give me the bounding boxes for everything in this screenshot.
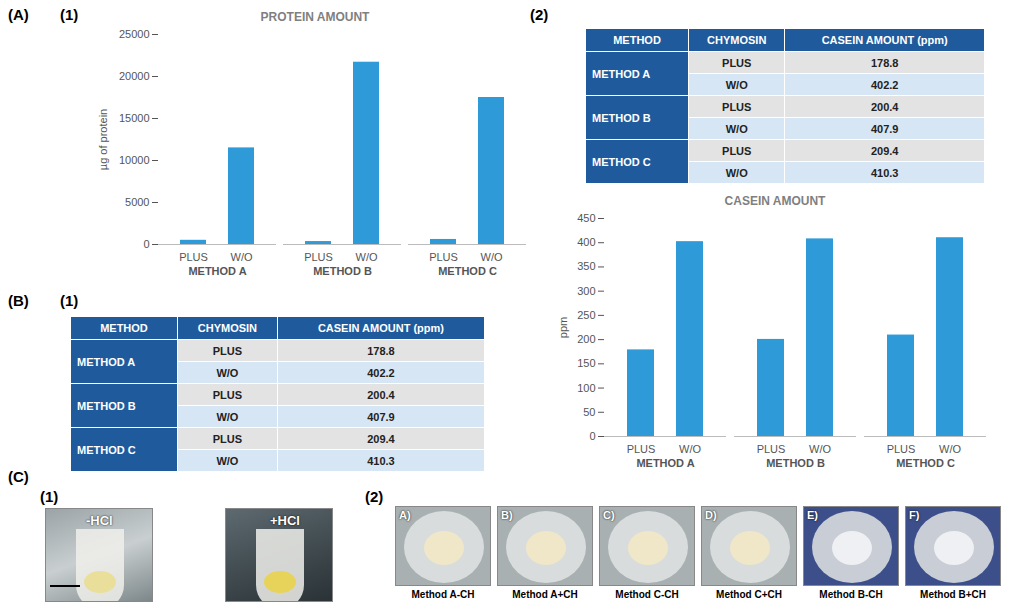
html-text:209.4: 209.4 bbox=[870, 144, 899, 157]
svg-text:300: 300 bbox=[577, 285, 595, 297]
svg-text:METHOD C: METHOD C bbox=[896, 457, 955, 469]
html-text:(1): (1) bbox=[60, 292, 79, 309]
svg-text:PLUS: PLUS bbox=[304, 251, 333, 263]
html-text:CASEIN AMOUNT: CASEIN AMOUNT bbox=[724, 194, 826, 208]
html-text:(2): (2) bbox=[365, 488, 384, 505]
html-text:METHOD A: METHOD A bbox=[592, 67, 651, 80]
svg-text:W/O: W/O bbox=[231, 251, 253, 263]
svg-text:PLUS: PLUS bbox=[887, 443, 916, 455]
svg-text:0: 0 bbox=[589, 430, 595, 442]
html-text:407.9: 407.9 bbox=[367, 410, 395, 423]
html-text:(B): (B) bbox=[8, 292, 29, 309]
html-text:Method B+CH: Method B+CH bbox=[920, 589, 986, 600]
html-text:PLUS: PLUS bbox=[722, 56, 752, 69]
html-text:402.2: 402.2 bbox=[870, 78, 899, 91]
html-text:410.3: 410.3 bbox=[367, 454, 395, 467]
svg-text:PLUS: PLUS bbox=[429, 251, 458, 263]
html-text:Method C-CH: Method C-CH bbox=[615, 589, 679, 600]
html-text:(2): (2) bbox=[530, 6, 549, 23]
html-text:Method B-CH: Method B-CH bbox=[819, 589, 883, 600]
html-text:CHYMOSIN: CHYMOSIN bbox=[197, 322, 257, 334]
html-text:C): C) bbox=[603, 509, 615, 521]
html-text:PLUS: PLUS bbox=[212, 432, 243, 445]
svg-text:350: 350 bbox=[577, 260, 595, 272]
svg-text:50: 50 bbox=[583, 406, 595, 418]
html-text:W/O: W/O bbox=[216, 410, 239, 423]
html-text:178.8: 178.8 bbox=[870, 56, 899, 69]
svg-text:25000: 25000 bbox=[119, 28, 150, 40]
html-text:METHOD: METHOD bbox=[100, 322, 148, 334]
svg-text:20000: 20000 bbox=[119, 70, 150, 82]
svg-text:W/O: W/O bbox=[939, 443, 961, 455]
svg-text:200: 200 bbox=[577, 333, 595, 345]
html-text:(C): (C) bbox=[8, 468, 29, 485]
html-text:200.4: 200.4 bbox=[870, 100, 899, 113]
svg-text:METHOD A: METHOD A bbox=[636, 457, 694, 469]
html-text:200.4: 200.4 bbox=[367, 388, 395, 401]
html-text:407.9: 407.9 bbox=[870, 122, 899, 135]
html-text:Method A+CH: Method A+CH bbox=[512, 589, 578, 600]
html-text:B): B) bbox=[501, 509, 513, 521]
html-text:F): F) bbox=[909, 509, 920, 521]
html-text:209.4: 209.4 bbox=[367, 432, 395, 445]
html-text:Method A-CH: Method A-CH bbox=[411, 589, 475, 600]
svg-text:METHOD B: METHOD B bbox=[766, 457, 825, 469]
svg-text:15000: 15000 bbox=[119, 112, 150, 124]
html-text:CHYMOSIN: CHYMOSIN bbox=[707, 34, 767, 46]
html-text:-HCl: -HCl bbox=[86, 513, 113, 528]
html-text:METHOD B: METHOD B bbox=[77, 399, 136, 412]
html-text:PLUS: PLUS bbox=[212, 388, 243, 401]
html-text:+HCl: +HCl bbox=[270, 513, 300, 528]
svg-text:PLUS: PLUS bbox=[757, 443, 786, 455]
html-text:PLUS: PLUS bbox=[722, 100, 752, 113]
svg-text:250: 250 bbox=[577, 309, 595, 321]
svg-text:µg of protein: µg of protein bbox=[97, 109, 109, 170]
svg-text:400: 400 bbox=[577, 236, 595, 248]
html-text:METHOD: METHOD bbox=[613, 34, 661, 46]
svg-text:PLUS: PLUS bbox=[179, 251, 208, 263]
html-text:PROTEIN AMOUNT: PROTEIN AMOUNT bbox=[260, 10, 370, 24]
html-text:(1): (1) bbox=[40, 488, 59, 505]
svg-text:PLUS: PLUS bbox=[627, 443, 656, 455]
svg-text:10000: 10000 bbox=[119, 154, 150, 166]
html-text:PLUS: PLUS bbox=[212, 344, 243, 357]
html-text:CASEIN AMOUNT (ppm): CASEIN AMOUNT (ppm) bbox=[317, 322, 444, 334]
html-text:W/O: W/O bbox=[725, 122, 748, 135]
html-text:METHOD C: METHOD C bbox=[592, 155, 651, 168]
html-text:W/O: W/O bbox=[725, 78, 748, 91]
html-text:W/O: W/O bbox=[216, 366, 239, 379]
html-text:(A): (A) bbox=[8, 6, 29, 23]
html-text:D): D) bbox=[705, 509, 717, 521]
html-text:(1): (1) bbox=[60, 6, 79, 23]
html-text:410.3: 410.3 bbox=[870, 166, 899, 179]
html-text:CASEIN AMOUNT (ppm): CASEIN AMOUNT (ppm) bbox=[821, 34, 948, 46]
html-text:E): E) bbox=[807, 509, 818, 521]
html-text:A): A) bbox=[399, 509, 411, 521]
svg-text:150: 150 bbox=[577, 357, 595, 369]
html-text:METHOD C: METHOD C bbox=[77, 443, 136, 456]
svg-text:W/O: W/O bbox=[356, 251, 378, 263]
html-text:178.8: 178.8 bbox=[367, 344, 395, 357]
svg-text:ppm: ppm bbox=[557, 317, 569, 338]
html-text:402.2: 402.2 bbox=[367, 366, 395, 379]
svg-text:5000: 5000 bbox=[125, 196, 149, 208]
svg-text:METHOD C: METHOD C bbox=[438, 265, 497, 277]
html-text:Method C+CH: Method C+CH bbox=[716, 589, 782, 600]
html-text:W/O: W/O bbox=[725, 166, 748, 179]
html-text:METHOD A: METHOD A bbox=[77, 355, 136, 368]
svg-text:METHOD A: METHOD A bbox=[188, 265, 246, 277]
svg-text:METHOD B: METHOD B bbox=[313, 265, 372, 277]
svg-text:W/O: W/O bbox=[481, 251, 503, 263]
svg-text:0: 0 bbox=[143, 238, 149, 250]
html-text:PLUS: PLUS bbox=[722, 144, 752, 157]
svg-text:100: 100 bbox=[577, 382, 595, 394]
html-text:METHOD B: METHOD B bbox=[592, 111, 651, 124]
svg-text:450: 450 bbox=[577, 212, 595, 224]
svg-text:W/O: W/O bbox=[809, 443, 831, 455]
html-text:W/O: W/O bbox=[216, 454, 239, 467]
svg-text:W/O: W/O bbox=[679, 443, 701, 455]
